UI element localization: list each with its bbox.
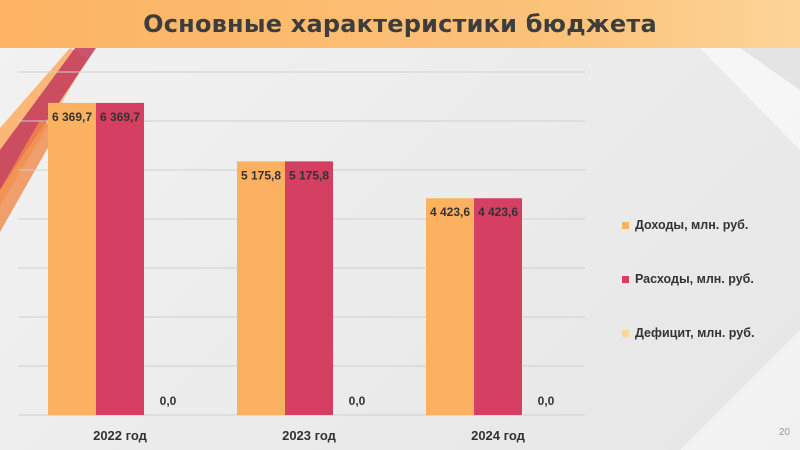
legend-item-deficit: Дефицит, млн. руб.: [622, 324, 754, 342]
bar-income: [48, 102, 96, 415]
bar-income: [237, 161, 285, 415]
bar-expense: [285, 161, 333, 415]
legend-label-expense: Расходы, млн. руб.: [635, 272, 754, 286]
x-tick-label: 2023 год: [282, 428, 337, 443]
bar-expense: [474, 198, 522, 415]
legend-item-expense: Расходы, млн. руб.: [622, 270, 754, 288]
x-tick-label: 2024 год: [471, 428, 526, 443]
data-label: 5 175,8: [241, 168, 281, 182]
data-label: 4 423,6: [478, 205, 518, 219]
data-label: 4 423,6: [430, 205, 470, 219]
page-title: Основные характеристики бюджета: [143, 10, 657, 38]
x-tick-label: 2022 год: [93, 428, 148, 443]
legend-swatch-expense: [622, 275, 629, 283]
bar-income: [426, 198, 474, 415]
chart-legend: Доходы, млн. руб. Расходы, млн. руб. Деф…: [622, 216, 754, 378]
data-label: 6 369,7: [100, 110, 140, 124]
title-bar: Основные характеристики бюджета: [0, 0, 800, 48]
data-label: 0,0: [349, 394, 366, 408]
legend-item-income: Доходы, млн. руб.: [622, 216, 754, 234]
bar-expense: [96, 102, 144, 415]
data-label: 0,0: [538, 394, 555, 408]
legend-label-deficit: Дефицит, млн. руб.: [635, 326, 755, 340]
legend-label-income: Доходы, млн. руб.: [635, 218, 749, 232]
data-label: 5 175,8: [289, 168, 329, 182]
data-label: 0,0: [160, 394, 177, 408]
data-label: 6 369,7: [52, 110, 92, 124]
legend-swatch-income: [622, 221, 629, 229]
page-number: 20: [778, 427, 790, 438]
legend-swatch-deficit: [622, 329, 629, 337]
